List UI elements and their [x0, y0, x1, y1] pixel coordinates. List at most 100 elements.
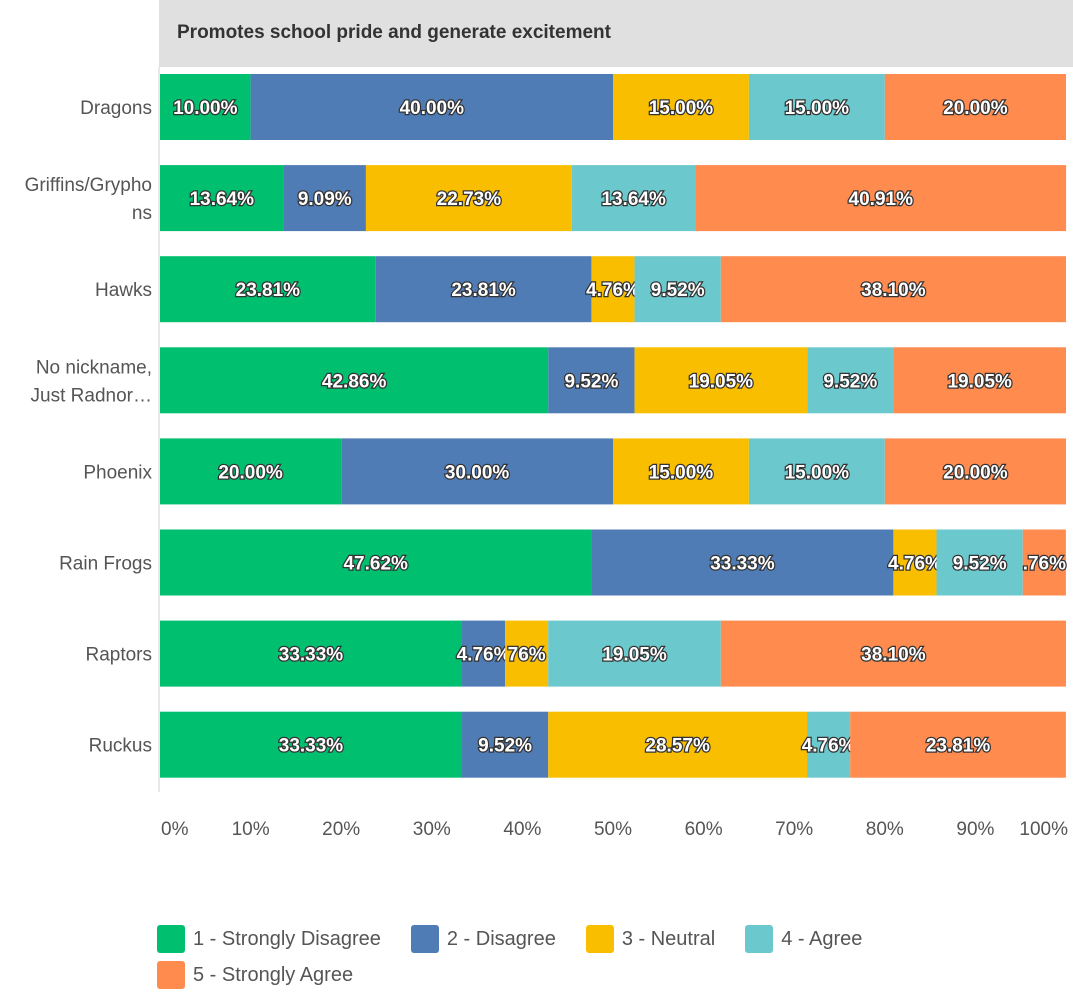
data-label: 23.81% [926, 736, 991, 757]
x-tick-label: 50% [594, 819, 632, 840]
data-label: 9.52% [478, 736, 532, 757]
data-label: 19.05% [689, 371, 754, 392]
bar-segment [548, 620, 721, 687]
bar-segment [613, 438, 749, 505]
data-label: 33.33% [710, 554, 775, 575]
data-label: 15.00% [785, 98, 850, 119]
data-label: 13.64% [601, 189, 666, 210]
legend-label: 1 - Strongly Disagree [193, 927, 381, 950]
data-label: .76% [1023, 554, 1066, 575]
data-label: 15.00% [785, 462, 850, 483]
data-label: 9.52% [823, 371, 877, 392]
bar-segment [893, 529, 937, 596]
legend-swatch [585, 925, 614, 953]
data-label: 47.62% [343, 554, 408, 575]
data-label: 4.76% [586, 280, 640, 301]
data-label: 4.76% [802, 736, 856, 757]
data-label: 19.05% [602, 645, 667, 666]
bar-segment [250, 74, 613, 140]
data-label: 40.91% [849, 189, 914, 210]
bar-segment [461, 711, 549, 778]
data-label: 38.10% [861, 280, 926, 301]
data-label: 19.05% [947, 371, 1012, 392]
bar-segment [160, 529, 592, 596]
legend-swatch [157, 925, 185, 953]
x-tick-label: 20% [322, 819, 360, 840]
data-label: 23.81% [236, 280, 301, 301]
x-tick-label: 70% [775, 819, 813, 840]
bar-segment [160, 256, 376, 323]
data-label: 9.09% [298, 189, 352, 210]
bar-segment [850, 711, 1066, 778]
bar-segment [591, 529, 894, 596]
bar-segment [341, 438, 613, 505]
x-tick-label: 40% [503, 819, 541, 840]
data-label: 9.52% [651, 280, 705, 301]
x-tick-label: 80% [866, 819, 904, 840]
bar-segment [160, 74, 251, 140]
data-label: 4.76% [457, 645, 511, 666]
bar-segment [748, 74, 885, 140]
legend-label: 3 - Neutral [621, 927, 716, 950]
data-label: 20.00% [218, 462, 283, 483]
bar-segment [160, 438, 342, 505]
bar-segment [748, 438, 885, 505]
bar-segment [613, 74, 749, 140]
bar-segment [884, 74, 1066, 140]
data-label: 33.33% [279, 736, 344, 757]
bar-segment [160, 347, 549, 414]
data-label: 76% [508, 645, 546, 666]
data-label: 15.00% [649, 462, 714, 483]
data-label: 9.52% [953, 554, 1007, 575]
data-label: 22.73% [437, 189, 502, 210]
bar-segment [571, 165, 696, 232]
bar-segment [160, 620, 462, 687]
legend-item: 3 - Neutral [585, 925, 716, 953]
bar-segment [720, 620, 1066, 687]
legend-item: 4 - Agree [745, 925, 862, 953]
bar-segment [695, 165, 1067, 232]
category-label: No nickname, Just Radnor… [31, 357, 152, 406]
data-label: 42.86% [322, 371, 387, 392]
data-label: 23.81% [451, 280, 516, 301]
bar-segment [505, 620, 549, 687]
bar-segment [936, 529, 1023, 596]
legend-item: 2 - Disagree [410, 925, 556, 953]
bar-segment [548, 347, 635, 414]
data-label: 38.10% [861, 645, 926, 666]
bar-segment [591, 256, 635, 323]
category-label: Hawks [95, 280, 152, 301]
x-tick-label: 90% [956, 819, 994, 840]
data-label: 20.00% [943, 98, 1008, 119]
x-tick-label: 60% [685, 819, 723, 840]
x-tick-label: 100% [1019, 819, 1068, 840]
legend-swatch [410, 925, 439, 953]
legend-swatch [745, 925, 774, 953]
bar-segment [375, 256, 592, 323]
category-label: Dragons [80, 98, 152, 119]
x-tick-label: 10% [232, 819, 270, 840]
legend-item: 1 - Strongly Disagree [157, 925, 381, 953]
data-label: 20.00% [943, 462, 1008, 483]
chart-legend: 1 - Strongly Disagree 2 - Disagree 3 - Neu… [157, 925, 1057, 997]
bar-segment [893, 347, 1066, 414]
bar-segment [548, 711, 808, 778]
data-label: 33.33% [279, 645, 344, 666]
category-label: Phoenix [83, 462, 152, 483]
data-label: 28.57% [645, 736, 710, 757]
stacked-bar-chart: Dragons 10.00% 40.00% 15.00% 15.00% 20.00% Gri… [25, 67, 1068, 840]
data-label: 15.00% [649, 98, 714, 119]
bar-segment [160, 711, 462, 778]
bar-segment [1022, 529, 1066, 596]
bar-segment [807, 711, 851, 778]
legend-item: 5 - Strongly Agree [157, 961, 353, 989]
legend-swatch [157, 961, 185, 989]
bar-segment [634, 347, 808, 414]
bar-segment [884, 438, 1066, 505]
data-label: 13.64% [190, 189, 255, 210]
category-label: Griffins/Grypho ns [25, 175, 152, 224]
x-tick-label: 30% [413, 819, 451, 840]
data-label: 10.00% [173, 98, 238, 119]
bar-segment [461, 620, 506, 687]
legend-label: 2 - Disagree [446, 927, 556, 950]
